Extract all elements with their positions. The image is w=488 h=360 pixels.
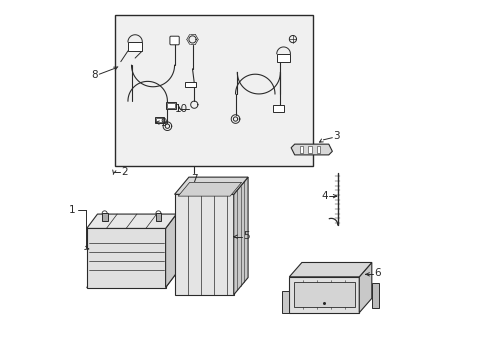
Text: 7: 7 — [191, 174, 197, 184]
Bar — [165, 102, 175, 109]
Polygon shape — [233, 177, 247, 295]
Bar — [307, 146, 311, 153]
Polygon shape — [86, 273, 176, 288]
Bar — [276, 54, 290, 62]
Polygon shape — [178, 183, 241, 196]
Bar — [282, 291, 289, 313]
Text: 2: 2 — [121, 167, 127, 177]
Bar — [155, 117, 163, 123]
Polygon shape — [293, 282, 354, 307]
Text: 1: 1 — [68, 206, 75, 216]
Polygon shape — [86, 214, 176, 228]
Text: 6: 6 — [373, 268, 380, 278]
Bar — [102, 213, 107, 221]
Text: 3: 3 — [333, 131, 339, 141]
Polygon shape — [359, 262, 371, 313]
Bar — [316, 146, 320, 153]
Bar — [371, 283, 378, 309]
Text: 9: 9 — [160, 118, 166, 128]
Polygon shape — [165, 214, 176, 288]
Polygon shape — [86, 228, 165, 288]
Polygon shape — [289, 262, 371, 277]
Polygon shape — [174, 177, 247, 194]
Text: 10: 10 — [174, 104, 187, 114]
Text: 4: 4 — [321, 191, 327, 201]
Text: 8: 8 — [91, 70, 97, 80]
Text: 5: 5 — [243, 231, 249, 240]
Bar — [299, 146, 303, 153]
Bar — [273, 105, 284, 112]
Bar — [185, 82, 196, 87]
Bar — [156, 118, 163, 122]
FancyBboxPatch shape — [169, 36, 179, 45]
Bar — [128, 42, 142, 51]
Bar — [166, 103, 174, 108]
Bar — [155, 213, 161, 221]
Polygon shape — [174, 194, 233, 295]
Bar — [115, 15, 312, 166]
Polygon shape — [290, 144, 332, 155]
Polygon shape — [289, 277, 359, 313]
